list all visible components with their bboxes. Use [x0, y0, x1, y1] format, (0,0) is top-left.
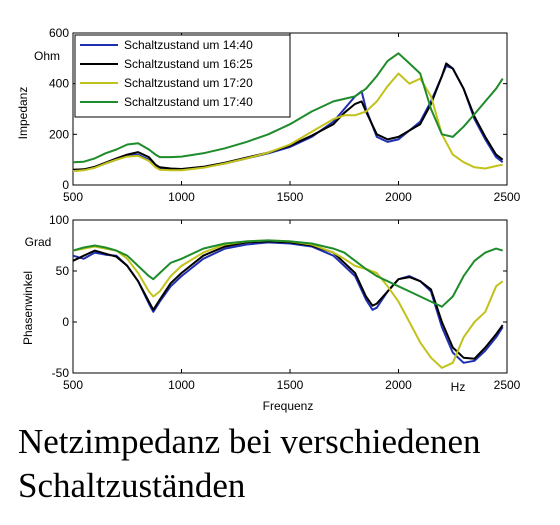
frequency-axis-label: Frequenz	[263, 399, 314, 413]
legend-label-1720: Schaltzustand um 17:20	[124, 76, 253, 90]
legend-entry-1440: Schaltzustand um 14:40	[80, 38, 253, 52]
phase-series-line-4	[72, 239, 503, 308]
impedance-plot: 500 1000 1500 2000 2500 0 200 400 600 Ohm Imped…	[16, 26, 521, 204]
impedance-series-line-2	[72, 62, 504, 171]
phase-y-axis-label: Phasenwinkel	[21, 271, 35, 345]
phase-x-tick-label: 1000	[168, 378, 195, 392]
phase-y-tick-label: 100	[49, 213, 69, 227]
impedance-y-tick-label: 200	[49, 127, 69, 141]
figure-caption: Netzimpedanz bei verschiedenen Schaltzus…	[18, 420, 558, 508]
phase-series-lines	[72, 239, 504, 369]
impedance-unit-label: Ohm	[34, 49, 60, 63]
phase-x-tick-label: 2500	[494, 378, 521, 392]
caption-line-2: Schaltzuständen	[18, 466, 246, 505]
impedance-x-tick-label: 500	[63, 190, 83, 204]
phase-x-tick-label: 1500	[277, 378, 304, 392]
legend-entry-1720: Schaltzustand um 17:20	[80, 76, 253, 90]
legend-label-1740: Schaltzustand um 17:40	[124, 95, 253, 109]
impedance-x-tick-label: 1000	[168, 190, 195, 204]
legend-entry-1625: Schaltzustand um 16:25	[80, 57, 253, 71]
impedance-x-tick-label: 2500	[494, 190, 521, 204]
impedance-y-tick-label: 400	[49, 77, 69, 91]
impedance-y-tick-label: 0	[62, 178, 69, 192]
phase-y-ticks: -50 0 50 100	[49, 213, 507, 380]
impedance-y-tick-label: 600	[49, 26, 69, 40]
legend-box	[74, 34, 291, 118]
impedance-series-lines	[72, 52, 504, 173]
phase-x-ticks: 500 1000 1500 2000 2500	[63, 220, 521, 392]
impedance-y-axis-label: Impedanz	[16, 87, 30, 140]
impedance-x-ticks: 500 1000 1500 2000 2500	[63, 33, 521, 204]
legend-label-1625: Schaltzustand um 16:25	[124, 57, 253, 71]
impedance-series-line-3	[72, 72, 503, 173]
phase-y-tick-label: 50	[56, 264, 70, 278]
phase-x-tick-label: 2000	[385, 378, 412, 392]
caption-line-1: Netzimpedanz bei verschiedenen	[18, 422, 481, 461]
legend-entry-1740: Schaltzustand um 17:40	[80, 95, 253, 109]
phase-plot: 500 1000 1500 2000 2500 -50 0 50 100 Grad Hz Fr…	[21, 213, 521, 413]
impedance-x-tick-label: 2000	[385, 190, 412, 204]
impedance-series-line-4	[72, 52, 504, 164]
phase-y-tick-label: -50	[52, 366, 70, 380]
phase-x-tick-label: 500	[63, 378, 83, 392]
impedance-legend: Schaltzustand um 14:40 Schaltzustand um …	[74, 34, 291, 118]
phase-y-tick-label: 0	[62, 315, 69, 329]
frequency-unit-label: Hz	[451, 380, 466, 394]
impedance-y-ticks: 0 200 400 600	[49, 26, 507, 192]
legend-label-1440: Schaltzustand um 14:40	[124, 38, 253, 52]
impedance-x-tick-label: 1500	[277, 190, 304, 204]
phase-unit-label: Grad	[25, 235, 52, 249]
